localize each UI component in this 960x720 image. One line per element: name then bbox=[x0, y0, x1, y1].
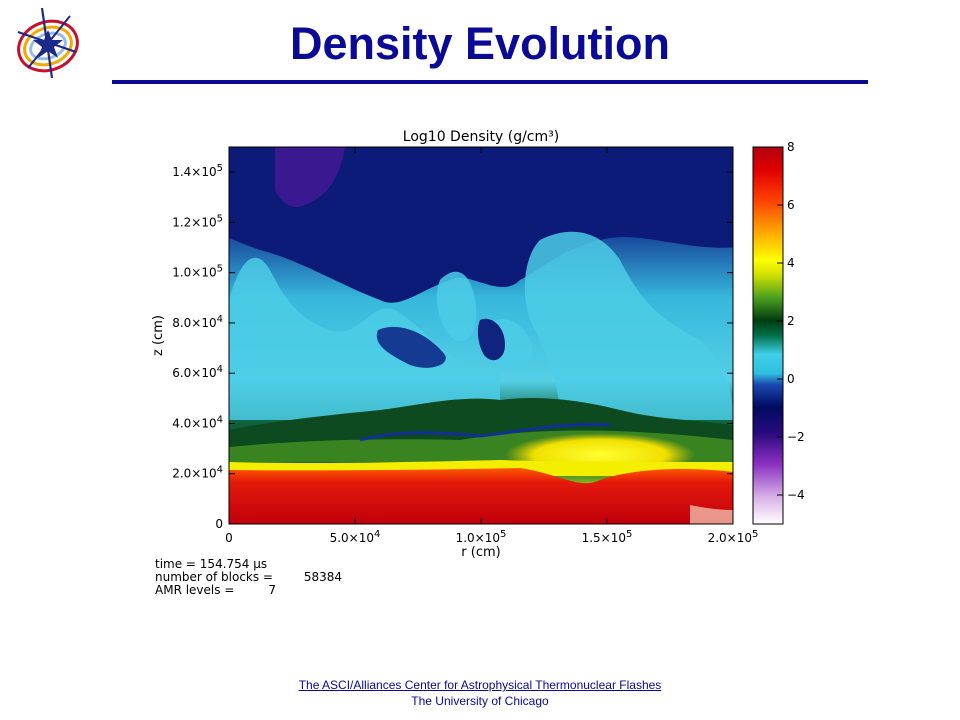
y-tick-label: 0 bbox=[215, 517, 223, 531]
chart-title: Log10 Density (g/cm³) bbox=[403, 129, 559, 145]
corner-feature bbox=[690, 505, 733, 524]
info-label: time = 154.754 μs bbox=[155, 557, 267, 571]
colorbar bbox=[752, 146, 784, 525]
dark-eddy-2 bbox=[477, 318, 505, 361]
info-value: 58384 bbox=[304, 570, 342, 584]
x-tick-label: 5.0×104 bbox=[330, 529, 381, 545]
colorbar-tick-label: 6 bbox=[787, 198, 795, 212]
filament-line bbox=[359, 422, 611, 442]
plume-0 bbox=[229, 257, 500, 420]
y-axis-label: z (cm) bbox=[151, 315, 166, 356]
info-label: number of blocks = bbox=[155, 570, 273, 584]
title-underline bbox=[112, 80, 868, 84]
y-tick-label: 1.2×105 bbox=[172, 213, 223, 229]
slide-title: Density Evolution bbox=[289, 18, 671, 69]
colorbar-tick-label: −2 bbox=[787, 430, 805, 444]
very-low-density-patch bbox=[275, 147, 345, 208]
x-tick-label: 2.0×105 bbox=[708, 529, 759, 545]
x-tick-label: 1.5×105 bbox=[582, 529, 633, 545]
x-tick-label: 1.0×105 bbox=[456, 529, 507, 545]
x-axis-label: r (cm) bbox=[461, 545, 500, 560]
footer-link[interactable]: The ASCI/Alliances Center for Astrophysi… bbox=[298, 678, 662, 692]
x-tick-label: 0 bbox=[225, 531, 233, 545]
y-tick-label: 4.0×104 bbox=[172, 414, 223, 430]
y-tick-label: 1.4×105 bbox=[172, 163, 223, 179]
y-tick-label: 1.0×105 bbox=[172, 264, 223, 280]
footer-subtitle: The University of Chicago bbox=[411, 694, 549, 708]
y-axis: 0 2.0×104 4.0×104 6.0×104 8.0×104 1.0×105 1.2×… bbox=[172, 163, 733, 531]
info-value: 7 bbox=[268, 583, 276, 597]
colorbar-tick-label: 8 bbox=[787, 140, 795, 154]
plume-2 bbox=[524, 231, 733, 420]
x-axis: 0 5.0×104 1.0×105 1.5×105 2.0×105 bbox=[225, 147, 758, 545]
colorbar-tick-label: 0 bbox=[787, 372, 795, 386]
dense-stellar-layer bbox=[229, 468, 733, 524]
flash-center-logo bbox=[17, 7, 79, 79]
y-tick-label: 6.0×104 bbox=[172, 364, 223, 380]
dark-eddy bbox=[376, 326, 446, 368]
colorbar-tick-label: −4 bbox=[787, 488, 805, 502]
plume-1 bbox=[436, 271, 477, 341]
colorbar-tick-label: 2 bbox=[787, 314, 795, 328]
colorbar-axis: 8 6 4 2 0 −2 −4 bbox=[777, 140, 805, 502]
y-tick-label: 8.0×104 bbox=[172, 314, 223, 330]
colorbar-tick-label: 4 bbox=[787, 256, 795, 270]
low-density-region bbox=[229, 147, 733, 303]
y-tick-label: 2.0×104 bbox=[172, 465, 223, 481]
heatmap-plot-area bbox=[229, 147, 733, 524]
info-label: AMR levels = bbox=[155, 583, 234, 597]
